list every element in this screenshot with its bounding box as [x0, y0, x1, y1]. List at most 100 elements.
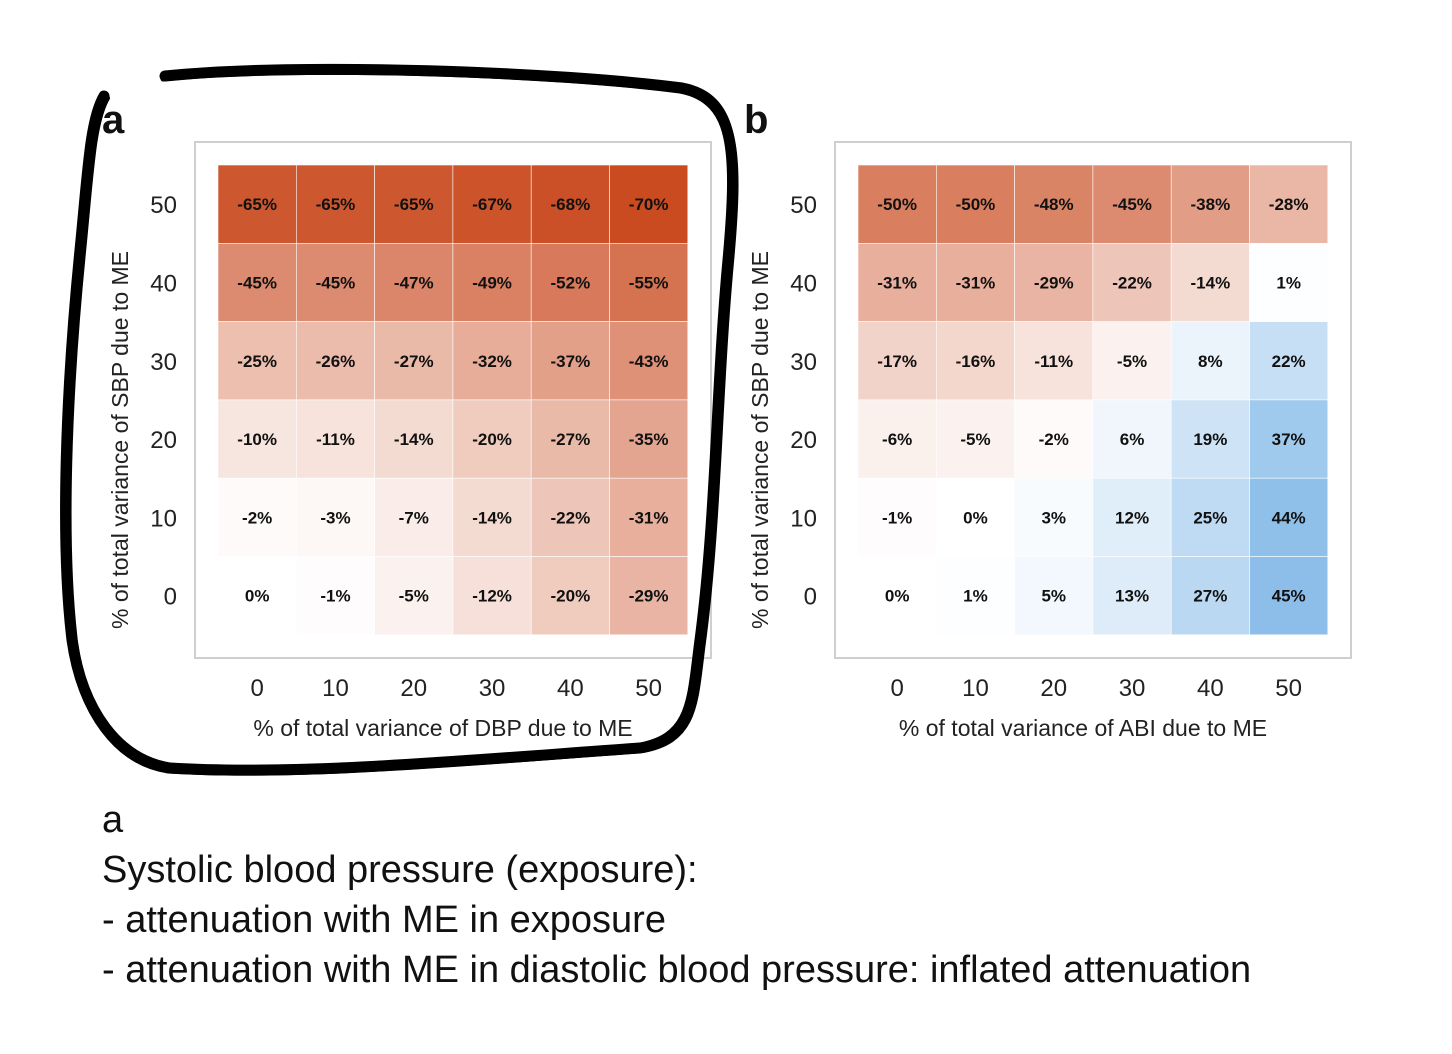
heatmap-cell — [935, 477, 1015, 557]
x-axis-title: % of total variance of DBP due to ME — [253, 715, 632, 741]
cell-label: 45% — [1272, 587, 1306, 606]
heatmap-cell — [1170, 477, 1250, 557]
cell-label: -52% — [551, 273, 591, 292]
cell-label: -11% — [1034, 352, 1073, 371]
heatmap-cell — [295, 399, 375, 479]
heatmap-cell — [857, 243, 937, 322]
cell-label: 1% — [963, 587, 988, 606]
heatmap-cell — [217, 243, 297, 322]
cell-label: -14% — [394, 430, 434, 449]
y-tick-label: 20 — [790, 427, 817, 454]
x-tick-label: 0 — [890, 675, 903, 702]
y-tick-label: 10 — [790, 505, 817, 532]
y-tick-label: 40 — [790, 270, 817, 297]
cell-label: -65% — [316, 195, 356, 214]
heatmap-cell — [1092, 399, 1172, 479]
heatmap-cell — [295, 321, 375, 401]
caption-line-inflated: - attenuation with ME in diastolic blood… — [102, 949, 1252, 991]
cell-label: -20% — [472, 430, 512, 449]
heatmap-cell — [295, 164, 375, 244]
heatmap-cell — [609, 243, 689, 322]
x-axis-title: % of total variance of ABI due to ME — [899, 715, 1267, 741]
cell-label: -35% — [629, 430, 669, 449]
cell-label: -22% — [1112, 273, 1152, 292]
x-tick-label: 10 — [322, 675, 349, 702]
cell-label: -45% — [237, 273, 277, 292]
cell-label: 19% — [1193, 430, 1227, 449]
x-tick-label: 30 — [479, 675, 506, 702]
cell-label: -65% — [237, 195, 277, 214]
cell-label: 22% — [1272, 352, 1306, 371]
highlight-loop — [60, 63, 739, 776]
cell-label: -38% — [1191, 195, 1231, 214]
x-tick-label: 0 — [250, 675, 263, 702]
cell-label: -28% — [1269, 195, 1309, 214]
heatmap-figure: -65% -65% -65% -67% -68% -70% -45% -45% -47% -49%… — [60, 63, 1352, 776]
cell-label: -10% — [237, 430, 277, 449]
cell-label: -3% — [320, 508, 350, 527]
heatmap-cell — [935, 321, 1015, 401]
cell-label: -47% — [394, 273, 434, 292]
cell-label: -14% — [472, 508, 512, 527]
heatmap-cell — [857, 164, 937, 244]
heatmap-cell — [295, 477, 375, 557]
panel-letter: a — [102, 98, 125, 142]
x-tick-label: 40 — [557, 675, 584, 702]
cell-label: -50% — [877, 195, 917, 214]
heatmap-cell — [857, 399, 937, 479]
heatmap-cell — [1249, 399, 1329, 479]
x-tick-label: 30 — [1119, 675, 1146, 702]
heatmap-cell — [609, 399, 689, 479]
cell-label: -6% — [882, 430, 912, 449]
y-tick-label: 50 — [790, 192, 817, 219]
heatmap-cell — [1014, 321, 1094, 401]
cell-label: 0% — [885, 587, 910, 606]
y-tick-label: 0 — [164, 584, 177, 611]
cell-label: -27% — [394, 352, 434, 371]
cell-label: -17% — [877, 352, 917, 371]
y-tick-label: 40 — [150, 270, 177, 297]
cell-label: 37% — [1272, 430, 1306, 449]
cell-label: -12% — [472, 587, 512, 606]
cell-label: -5% — [1117, 352, 1147, 371]
cell-label: -32% — [472, 352, 512, 371]
heatmap-cell — [452, 399, 532, 479]
heatmap-cell — [530, 164, 610, 244]
cell-label: -11% — [316, 430, 355, 449]
heatmap-cell — [1092, 556, 1172, 636]
cell-label: 25% — [1193, 508, 1227, 527]
heatmap-cell — [935, 399, 1015, 479]
heatmap-cell — [857, 477, 937, 557]
x-tick-label: 20 — [1040, 675, 1067, 702]
heatmap-cell — [1249, 321, 1329, 401]
cell-label: 8% — [1198, 352, 1223, 371]
y-tick-label: 20 — [150, 427, 177, 454]
cell-label: -1% — [882, 508, 912, 527]
cell-label: -31% — [877, 273, 917, 292]
heatmap-cell — [935, 164, 1015, 244]
heatmap-cell — [1092, 321, 1172, 401]
heatmap-cell — [1249, 164, 1329, 244]
cell-label: -31% — [956, 273, 996, 292]
x-tick-label: 50 — [1275, 675, 1302, 702]
cell-label: 12% — [1115, 508, 1149, 527]
cell-label: -67% — [472, 195, 512, 214]
cell-label: -43% — [629, 352, 669, 371]
x-tick-label: 20 — [400, 675, 427, 702]
heatmap-cell — [530, 556, 610, 636]
heatmap-cell — [1014, 556, 1094, 636]
caption-line-exposure: Systolic blood pressure (exposure): — [102, 849, 698, 891]
cell-label: -25% — [237, 352, 277, 371]
heatmap-cell — [452, 321, 532, 401]
y-tick-label: 0 — [804, 584, 817, 611]
heatmap-cell — [217, 164, 297, 244]
cell-label: -2% — [242, 508, 272, 527]
cell-label: -26% — [316, 352, 356, 371]
heatmap-cell — [935, 556, 1015, 636]
cell-label: -50% — [956, 195, 996, 214]
cell-label: -5% — [960, 430, 990, 449]
panel-letter: b — [744, 98, 768, 142]
cell-label: -70% — [629, 195, 669, 214]
cell-label: -1% — [320, 587, 350, 606]
heatmap-cell — [1170, 321, 1250, 401]
